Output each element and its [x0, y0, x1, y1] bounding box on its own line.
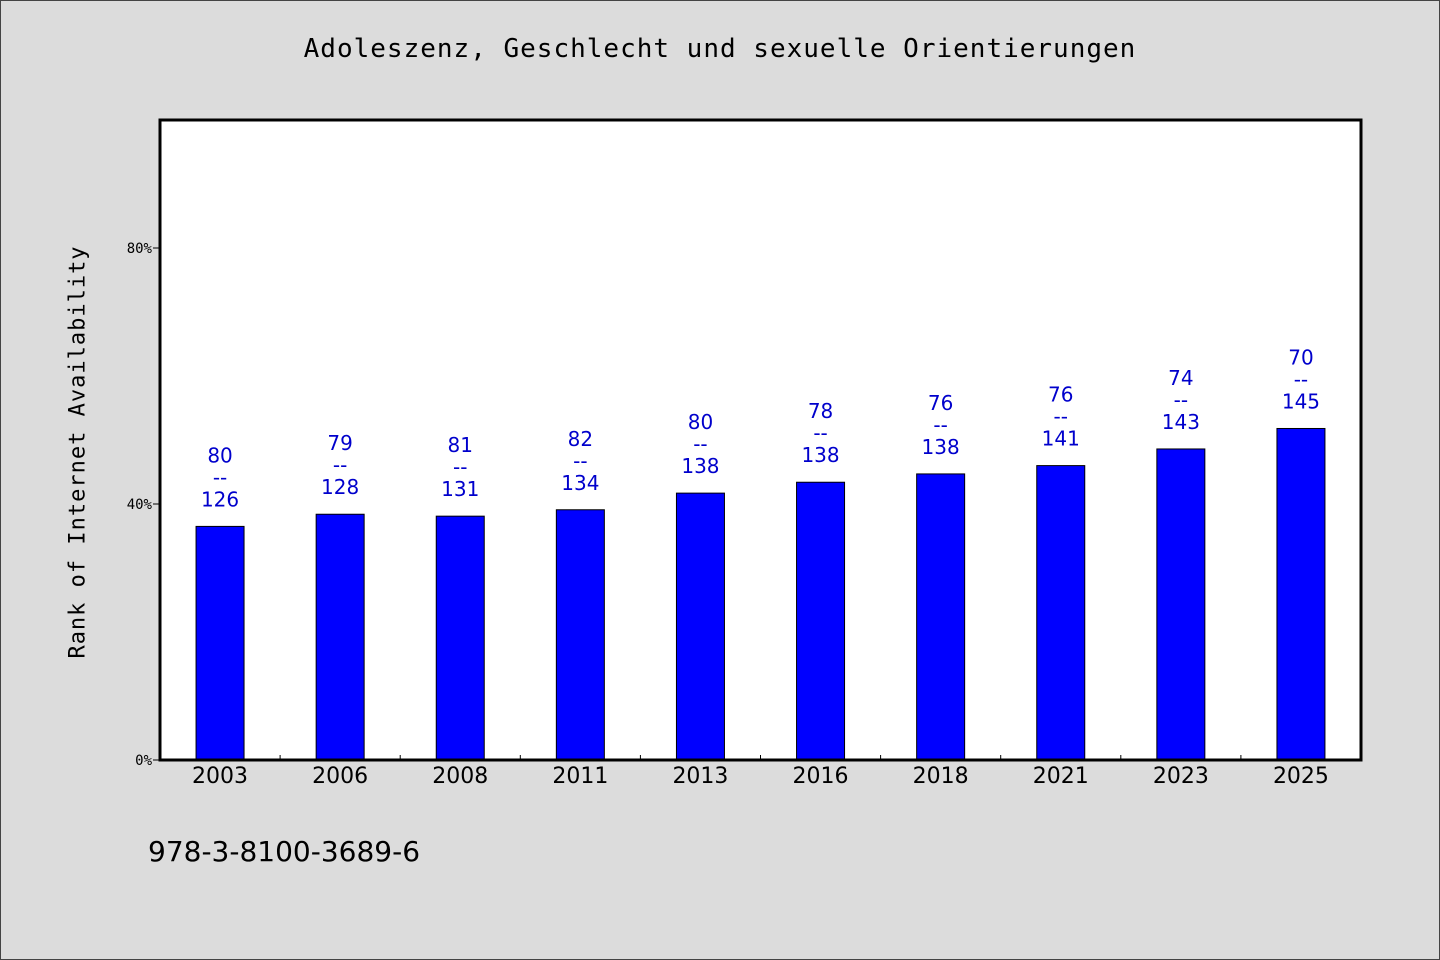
- x-tick-label: 2003: [192, 764, 248, 789]
- bar: [675, 492, 725, 761]
- data-label-separator: --: [1054, 405, 1068, 429]
- x-tick-label: 2011: [552, 764, 608, 789]
- data-label-top: 82: [568, 427, 593, 451]
- data-label-top: 76: [1048, 383, 1073, 407]
- data-label-bottom: 138: [681, 454, 719, 478]
- data-label-bottom: 128: [321, 475, 359, 499]
- data-label-separator: --: [693, 432, 707, 456]
- data-label-bottom: 138: [801, 443, 839, 467]
- x-tick-label: 2006: [312, 764, 368, 789]
- bar: [435, 515, 485, 761]
- x-tick-label: 2021: [1033, 764, 1089, 789]
- data-label-top: 79: [327, 431, 352, 455]
- data-label-bottom: 138: [922, 435, 960, 459]
- data-label-separator: --: [573, 449, 587, 473]
- x-tick-label: 2023: [1153, 764, 1209, 789]
- isbn-text: 978-3-8100-3689-6: [148, 835, 421, 868]
- y-tick-label: 80%: [127, 241, 153, 257]
- data-label-top: 80: [207, 443, 232, 467]
- data-label-separator: --: [453, 455, 467, 479]
- data-label-bottom: 145: [1282, 389, 1320, 413]
- data-label-top: 76: [928, 391, 953, 415]
- bar: [195, 525, 245, 761]
- data-label-separator: --: [1174, 388, 1188, 412]
- data-label-bottom: 143: [1162, 410, 1200, 434]
- y-tick-label: 0%: [135, 753, 152, 769]
- data-label-bottom: 131: [441, 477, 479, 501]
- bar: [796, 481, 846, 761]
- data-label-bottom: 126: [201, 487, 239, 511]
- bar: [1036, 465, 1086, 761]
- plot-frame: [158, 118, 1363, 762]
- bar: [1276, 427, 1326, 761]
- x-tick-label: 2018: [913, 764, 969, 789]
- x-tick-label: 2016: [793, 764, 849, 789]
- data-label-top: 78: [808, 399, 833, 423]
- data-label-separator: --: [213, 465, 227, 489]
- bar: [315, 513, 365, 761]
- data-label-bottom: 134: [561, 471, 599, 495]
- bar: [1156, 448, 1206, 761]
- data-label-bottom: 141: [1042, 427, 1080, 451]
- data-label-separator: --: [933, 413, 947, 437]
- data-label-top: 80: [688, 410, 713, 434]
- y-tick-label: 40%: [127, 497, 153, 513]
- chart-title: Adoleszenz, Geschlecht und sexuelle Orie…: [303, 34, 1137, 64]
- data-label-separator: --: [1294, 367, 1308, 391]
- bar: [916, 473, 966, 761]
- data-label-top: 70: [1288, 345, 1313, 369]
- x-tick-label: 2008: [432, 764, 488, 789]
- x-tick-label: 2025: [1273, 764, 1329, 789]
- bar: [555, 509, 605, 761]
- data-label-top: 81: [448, 433, 473, 457]
- data-label-separator: --: [813, 421, 827, 445]
- data-label-separator: --: [333, 453, 347, 477]
- x-tick-label: 2013: [672, 764, 728, 789]
- data-label-top: 74: [1168, 366, 1193, 390]
